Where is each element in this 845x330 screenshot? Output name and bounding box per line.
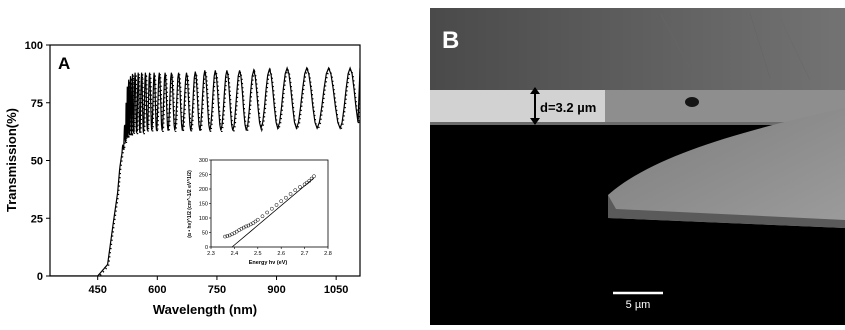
inset-data-point	[253, 219, 258, 224]
y-tick-label: 25	[31, 213, 43, 225]
inset-y-tick-label: 300	[199, 158, 208, 164]
inset-x-tick-label: 2.7	[301, 251, 309, 257]
inset-data-point	[225, 234, 230, 238]
inset-data-point	[305, 180, 309, 185]
inset-data-point	[251, 221, 255, 226]
inset-data-point	[274, 203, 279, 207]
inset-data-point	[312, 174, 316, 179]
scale-bar-label: 5 µm	[626, 299, 651, 311]
inset-tauc-plot: 0 50 100 150 200 250 300 2.3 2.4 2.5 2.6 2.7 2.8 En…	[187, 158, 332, 266]
inset-x-tick-label: 2.5	[254, 251, 262, 257]
inset-data-point	[223, 234, 227, 239]
inset-data-point	[265, 210, 270, 215]
x-tick-label: 750	[208, 284, 226, 296]
x-axis-ticks: 450 600 750 900 1050	[89, 276, 348, 296]
inset-x-label: Energy hν (eV)	[249, 260, 288, 266]
transmission-chart: 0 25 50 75 100 450 600 750 900 1050 A Wavelength…	[4, 40, 361, 317]
inset-data-point	[302, 182, 307, 187]
x-tick-label: 450	[89, 284, 107, 296]
x-axis-label: Wavelength (nm)	[153, 302, 257, 317]
y-tick-label: 75	[31, 98, 43, 110]
inset-x-tick-label: 2.3	[207, 251, 215, 257]
inset-x-tick-label: 2.8	[324, 251, 332, 257]
inset-y-tick-label: 0	[205, 245, 208, 251]
panel-a-label: A	[58, 54, 70, 73]
panel-b-label: B	[442, 27, 459, 54]
inset-data-point	[284, 195, 288, 200]
inset-y-ticks: 0 50 100 150 200 250 300	[199, 158, 211, 251]
x-tick-label: 900	[267, 284, 285, 296]
measured-transmission-line	[50, 66, 360, 276]
inset-data-point	[298, 185, 302, 189]
y-axis-ticks: 0 25 50 75 100	[25, 40, 50, 283]
inset-linear-fit-line	[231, 177, 315, 248]
inset-x-ticks: 2.3 2.4 2.5 2.6 2.7 2.8	[207, 247, 332, 257]
sem-coating-band-bright	[430, 90, 605, 124]
fitted-transmission-line	[98, 66, 360, 276]
y-axis-label: Transmission(%)	[4, 108, 19, 212]
inset-data-point	[279, 199, 284, 204]
inset-data-point	[293, 188, 298, 193]
inset-data-point	[309, 176, 314, 181]
inset-data-point	[239, 226, 244, 231]
inset-data-point	[288, 192, 293, 196]
inset-x-tick-label: 2.4	[231, 251, 239, 257]
sem-top-surface	[430, 8, 845, 90]
sem-image-panel-b: B d=3.2 µm 5 µm	[430, 8, 845, 325]
thickness-label: d=3.2 µm	[540, 100, 596, 115]
inset-frame	[210, 159, 329, 248]
inset-data-point	[269, 206, 274, 211]
inset-data-point	[248, 222, 253, 227]
y-tick-label: 100	[25, 40, 43, 52]
sem-cross-section-image: B d=3.2 µm 5 µm	[430, 8, 845, 325]
y-tick-label: 0	[37, 271, 43, 283]
inset-data-point	[255, 217, 260, 222]
inset-y-tick-label: 150	[199, 202, 208, 208]
inset-data-point	[260, 214, 265, 219]
inset-data-point	[307, 179, 312, 183]
inset-y-tick-label: 100	[199, 216, 208, 222]
x-tick-label: 1050	[324, 284, 348, 296]
inset-y-label: (α • hν)^1/2 (cm^-1/2 eV^1/2)	[187, 170, 193, 238]
inset-data-point	[241, 225, 246, 230]
inset-data-points	[223, 174, 316, 239]
inset-x-tick-label: 2.6	[277, 251, 285, 257]
inset-y-tick-label: 250	[199, 173, 208, 179]
sem-substrate-slab	[608, 108, 845, 228]
inset-data-point	[246, 223, 251, 228]
x-tick-label: 600	[148, 284, 166, 296]
y-tick-label: 50	[31, 156, 43, 168]
inset-data-point	[227, 233, 232, 238]
inset-data-point	[230, 232, 234, 237]
chart-panel-a: 0 25 50 75 100 450 600 750 900 1050 A Wavelength…	[0, 0, 420, 325]
inset-y-tick-label: 200	[199, 187, 208, 193]
inset-y-tick-label: 50	[202, 231, 208, 237]
inset-data-point	[244, 224, 248, 229]
